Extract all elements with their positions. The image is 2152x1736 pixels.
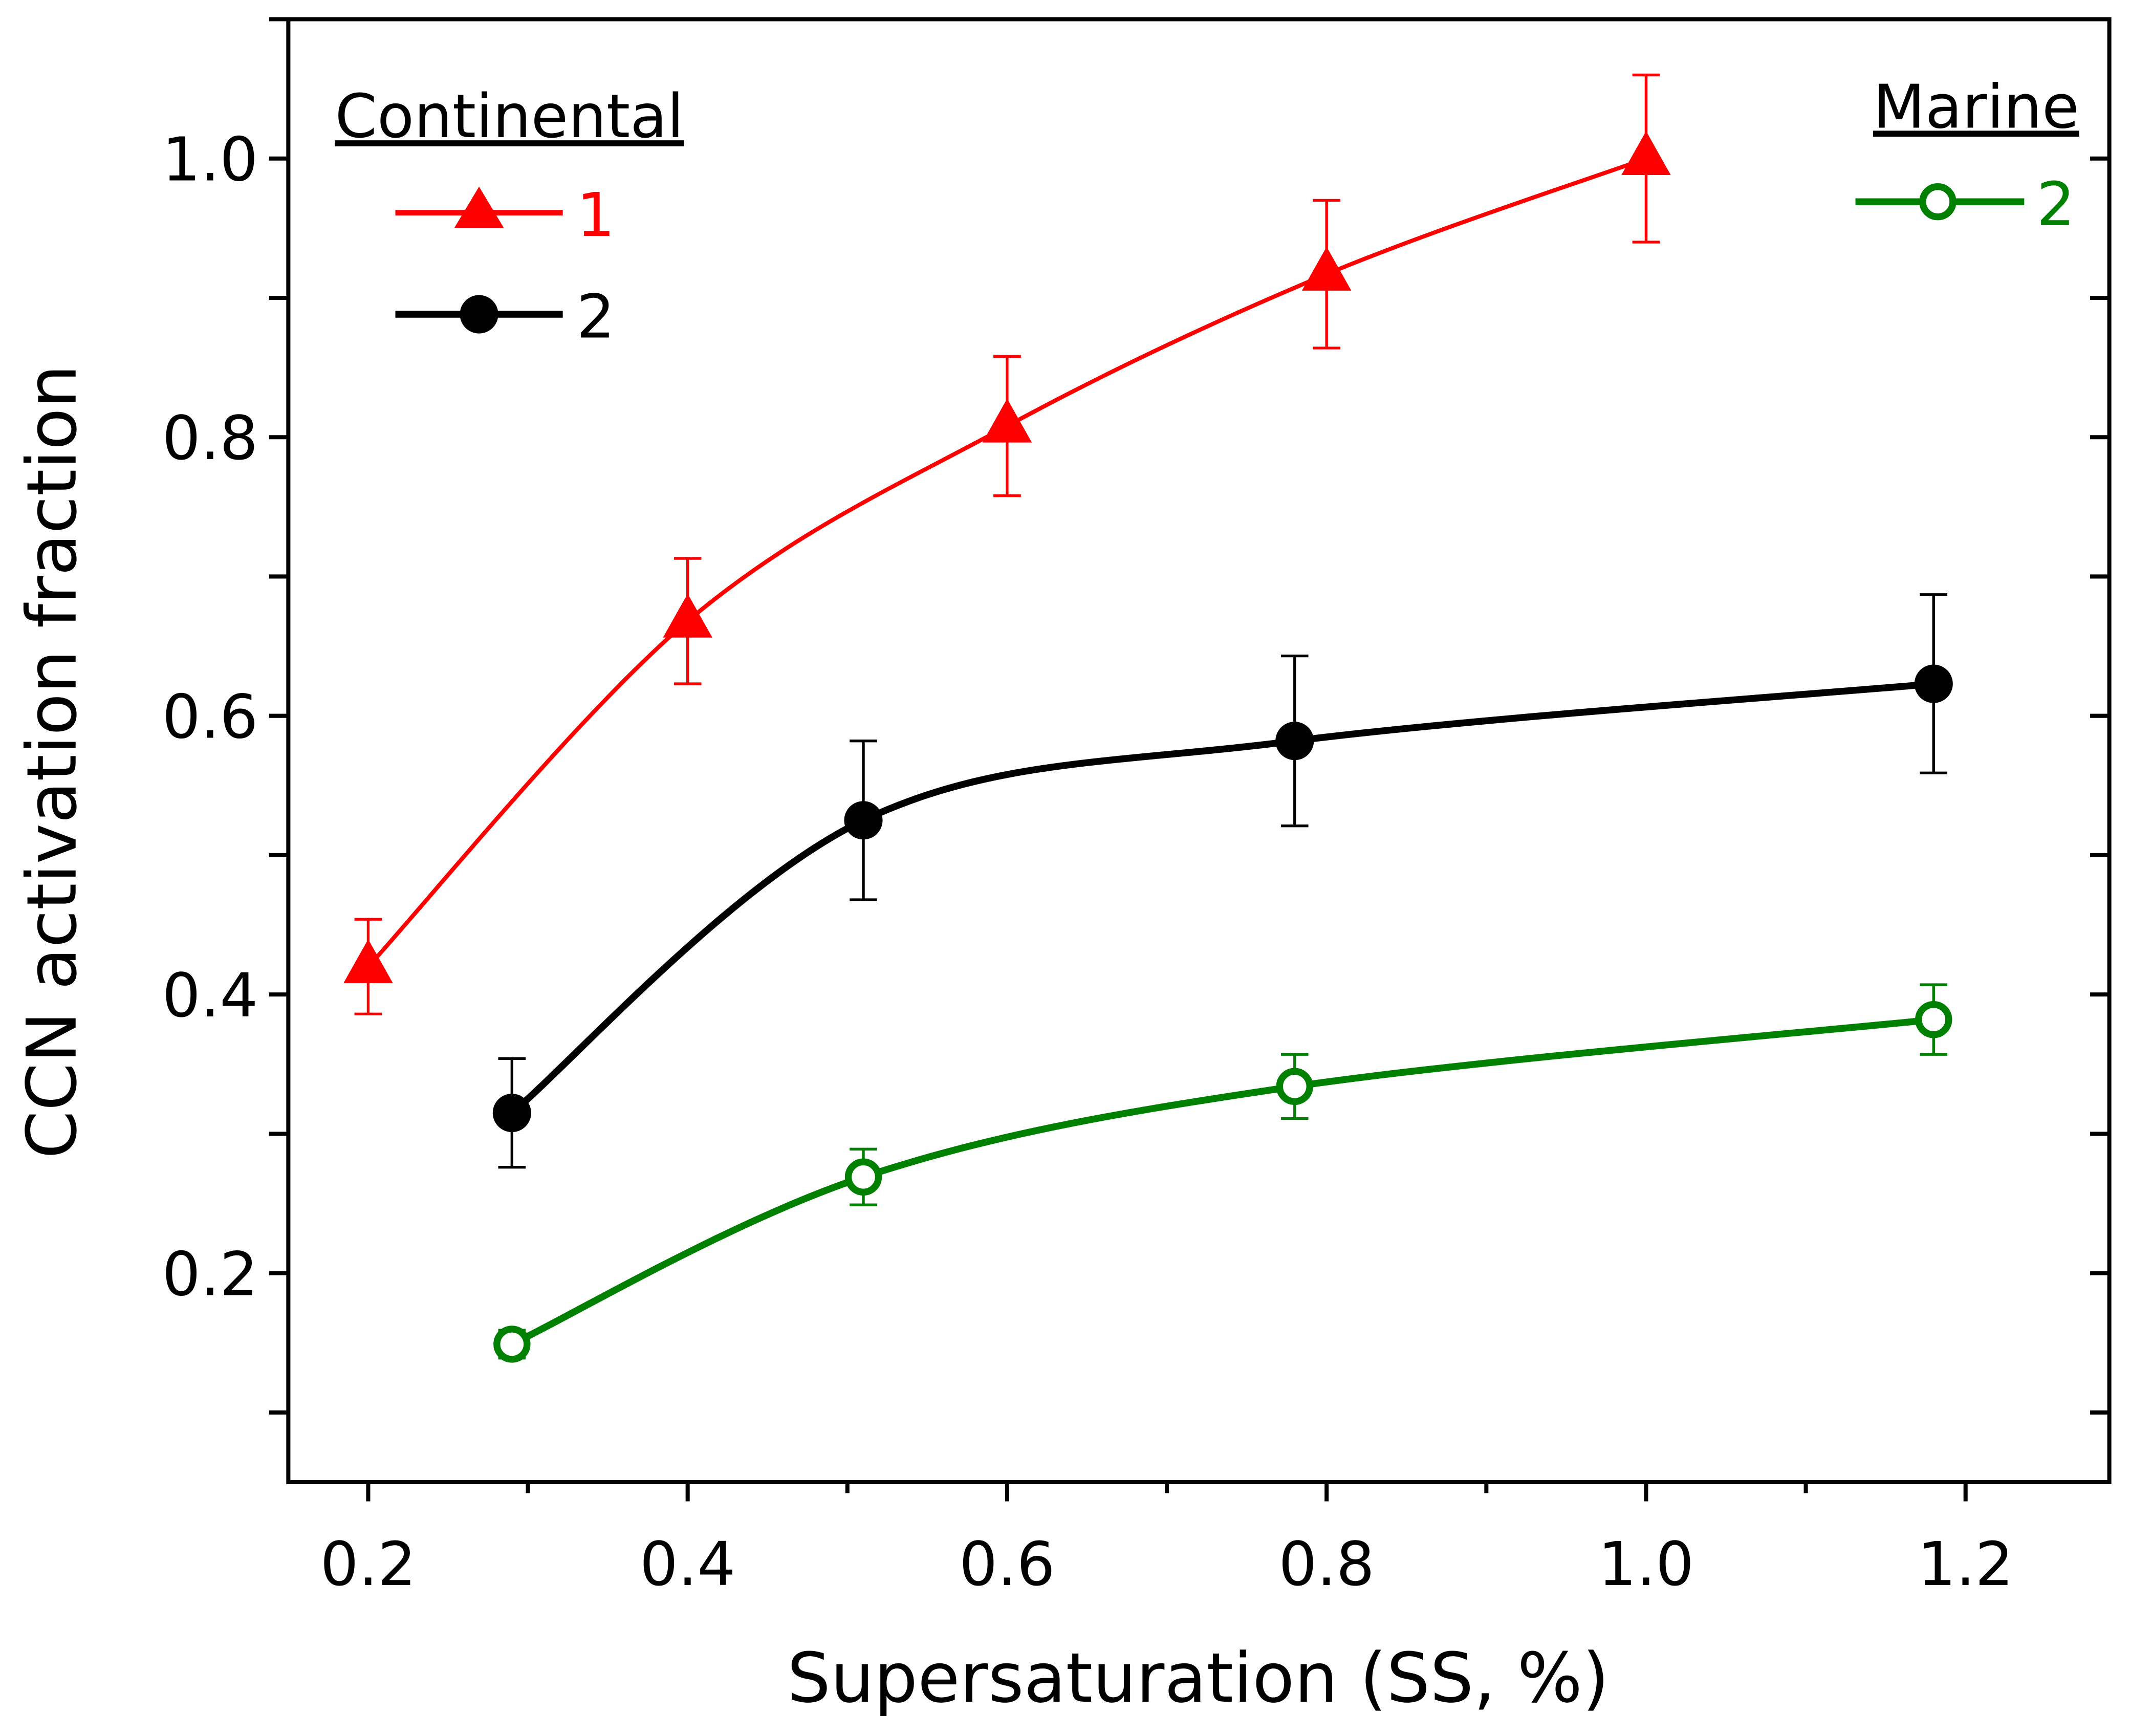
y-tick-label: 0.6 [162, 682, 258, 752]
x-tick-label: 0.8 [1278, 1529, 1375, 1599]
data-point-open-circle [844, 1158, 882, 1196]
x-axis-label: Supersaturation (SS, %) [787, 1638, 1609, 1718]
x-tick-label: 0.4 [640, 1529, 736, 1599]
data-point-open-circle [493, 1326, 531, 1363]
data-point-circle [492, 1093, 531, 1133]
data-point-circle [1914, 664, 1953, 703]
legend-label-series-1: 1 [576, 180, 615, 250]
y-tick-label: 0.2 [162, 1239, 258, 1309]
data-point-triangle [343, 939, 393, 983]
legend-marker-triangle [454, 186, 504, 228]
series-line-1 [366, 156, 1647, 968]
data-point-circle [844, 801, 883, 840]
series-line-3 [510, 1016, 1934, 1348]
x-tick-label: 0.6 [959, 1529, 1055, 1599]
data-point-triangle [663, 593, 712, 638]
legend-title-marine: Marine [1873, 71, 2079, 142]
y-tick-label: 1.0 [162, 124, 258, 195]
data-point-triangle [1621, 131, 1671, 175]
plot-frame [286, 17, 2112, 1484]
legend-marker-circle [460, 295, 498, 334]
legend-marine: Marine 2 [1855, 71, 2079, 240]
legend-continental: Continental 1 2 [335, 81, 684, 352]
data-point-triangle [1301, 247, 1352, 291]
legend-marker-open-circle [1919, 183, 1957, 221]
x-tick-label: 0.2 [320, 1529, 417, 1599]
y-axis-label: CCN activation fraction [12, 364, 92, 1159]
plot-area: 0.2 0.4 0.6 0.8 1.0 1.2 0.2 0.4 0.6 0.8 1.0 [162, 17, 2112, 1599]
data-point-circle [1275, 722, 1314, 761]
data-point-open-circle [1276, 1068, 1313, 1105]
y-tick-label: 0.4 [162, 960, 258, 1031]
series-line-2 [510, 680, 1934, 1116]
data-point-open-circle [1915, 1001, 1952, 1038]
x-tick-label: 1.2 [1918, 1529, 2014, 1599]
data-point-triangle [982, 398, 1032, 443]
y-tick-label: 0.8 [162, 403, 258, 473]
legend-label-series-2: 2 [576, 281, 615, 352]
legend-label-series-3: 2 [2036, 169, 2075, 240]
legend-title-continental: Continental [335, 81, 684, 151]
x-tick-label: 1.0 [1598, 1529, 1694, 1599]
